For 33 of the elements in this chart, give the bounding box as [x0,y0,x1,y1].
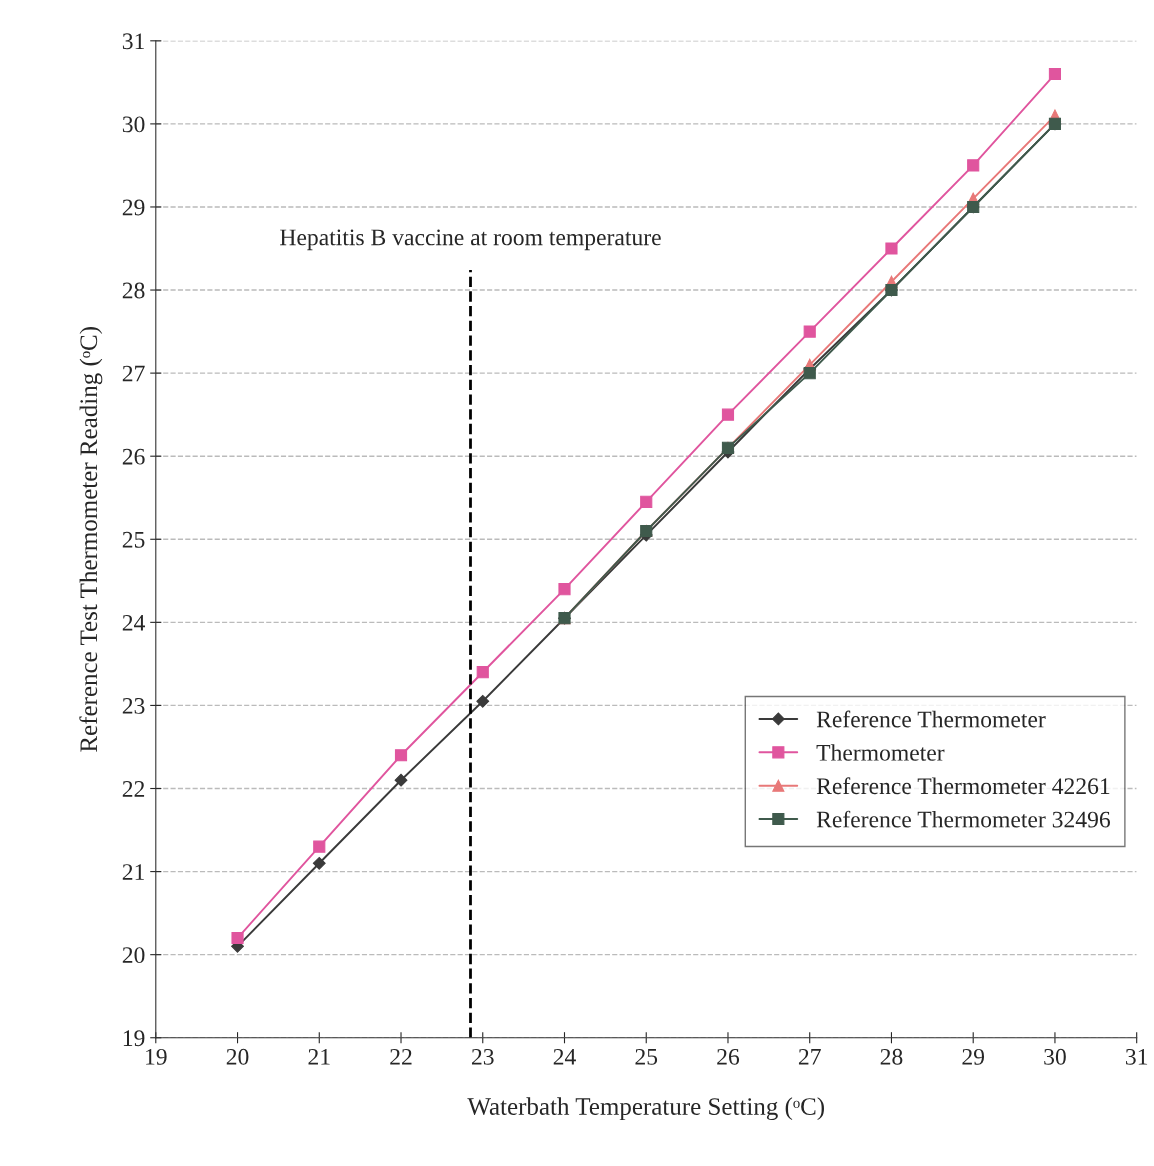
y-tick-label: 22 [122,781,145,797]
x-tick-label: 24 [553,1048,576,1065]
x-tick-label: 25 [635,1048,658,1065]
ref-line-label: Hepatitis B vaccine at room temperature [280,229,661,251]
y-tick-label: 25 [122,531,145,548]
y-tick-label: 29 [122,199,145,216]
y-tick-label: 26 [122,448,145,465]
x-tick-label: 21 [308,1048,330,1065]
x-tick-label: 20 [226,1048,249,1065]
x-tick-label: 19 [146,1048,167,1065]
y-tick-label: 23 [122,697,145,714]
x-tick-label: 30 [1044,1048,1066,1065]
legend-label: Thermometer [816,744,945,761]
x-tick-label: 22 [390,1048,412,1065]
legend-label: Reference Thermometer 42261 [816,777,1110,795]
y-tick-label: 30 [122,116,145,133]
y-axis-title: Reference Test Thermometer Reading (ᵒC) [79,327,103,752]
x-tick-label: 23 [471,1048,494,1065]
y-tick-label: 31 [122,33,144,50]
y-tick-label: 20 [122,947,145,964]
y-tick-label: 28 [122,282,145,299]
x-tick-label: 27 [798,1048,821,1065]
x-axis-title: Waterbath Temperature Setting (ᵒC) [467,1097,824,1121]
y-tick-label: 27 [122,365,145,382]
x-tick-label: 31 [1126,1048,1148,1065]
x-tick-label: 28 [880,1048,903,1065]
y-tick-label: 24 [122,614,145,631]
legend-label: Reference Thermometer 32496 [816,810,1111,828]
y-tick-label: 19 [123,1030,145,1047]
legend-label: Reference Thermometer [816,710,1046,728]
x-tick-label: 29 [962,1048,985,1065]
y-tick-label: 21 [122,864,144,880]
x-tick-label: 26 [717,1048,740,1065]
